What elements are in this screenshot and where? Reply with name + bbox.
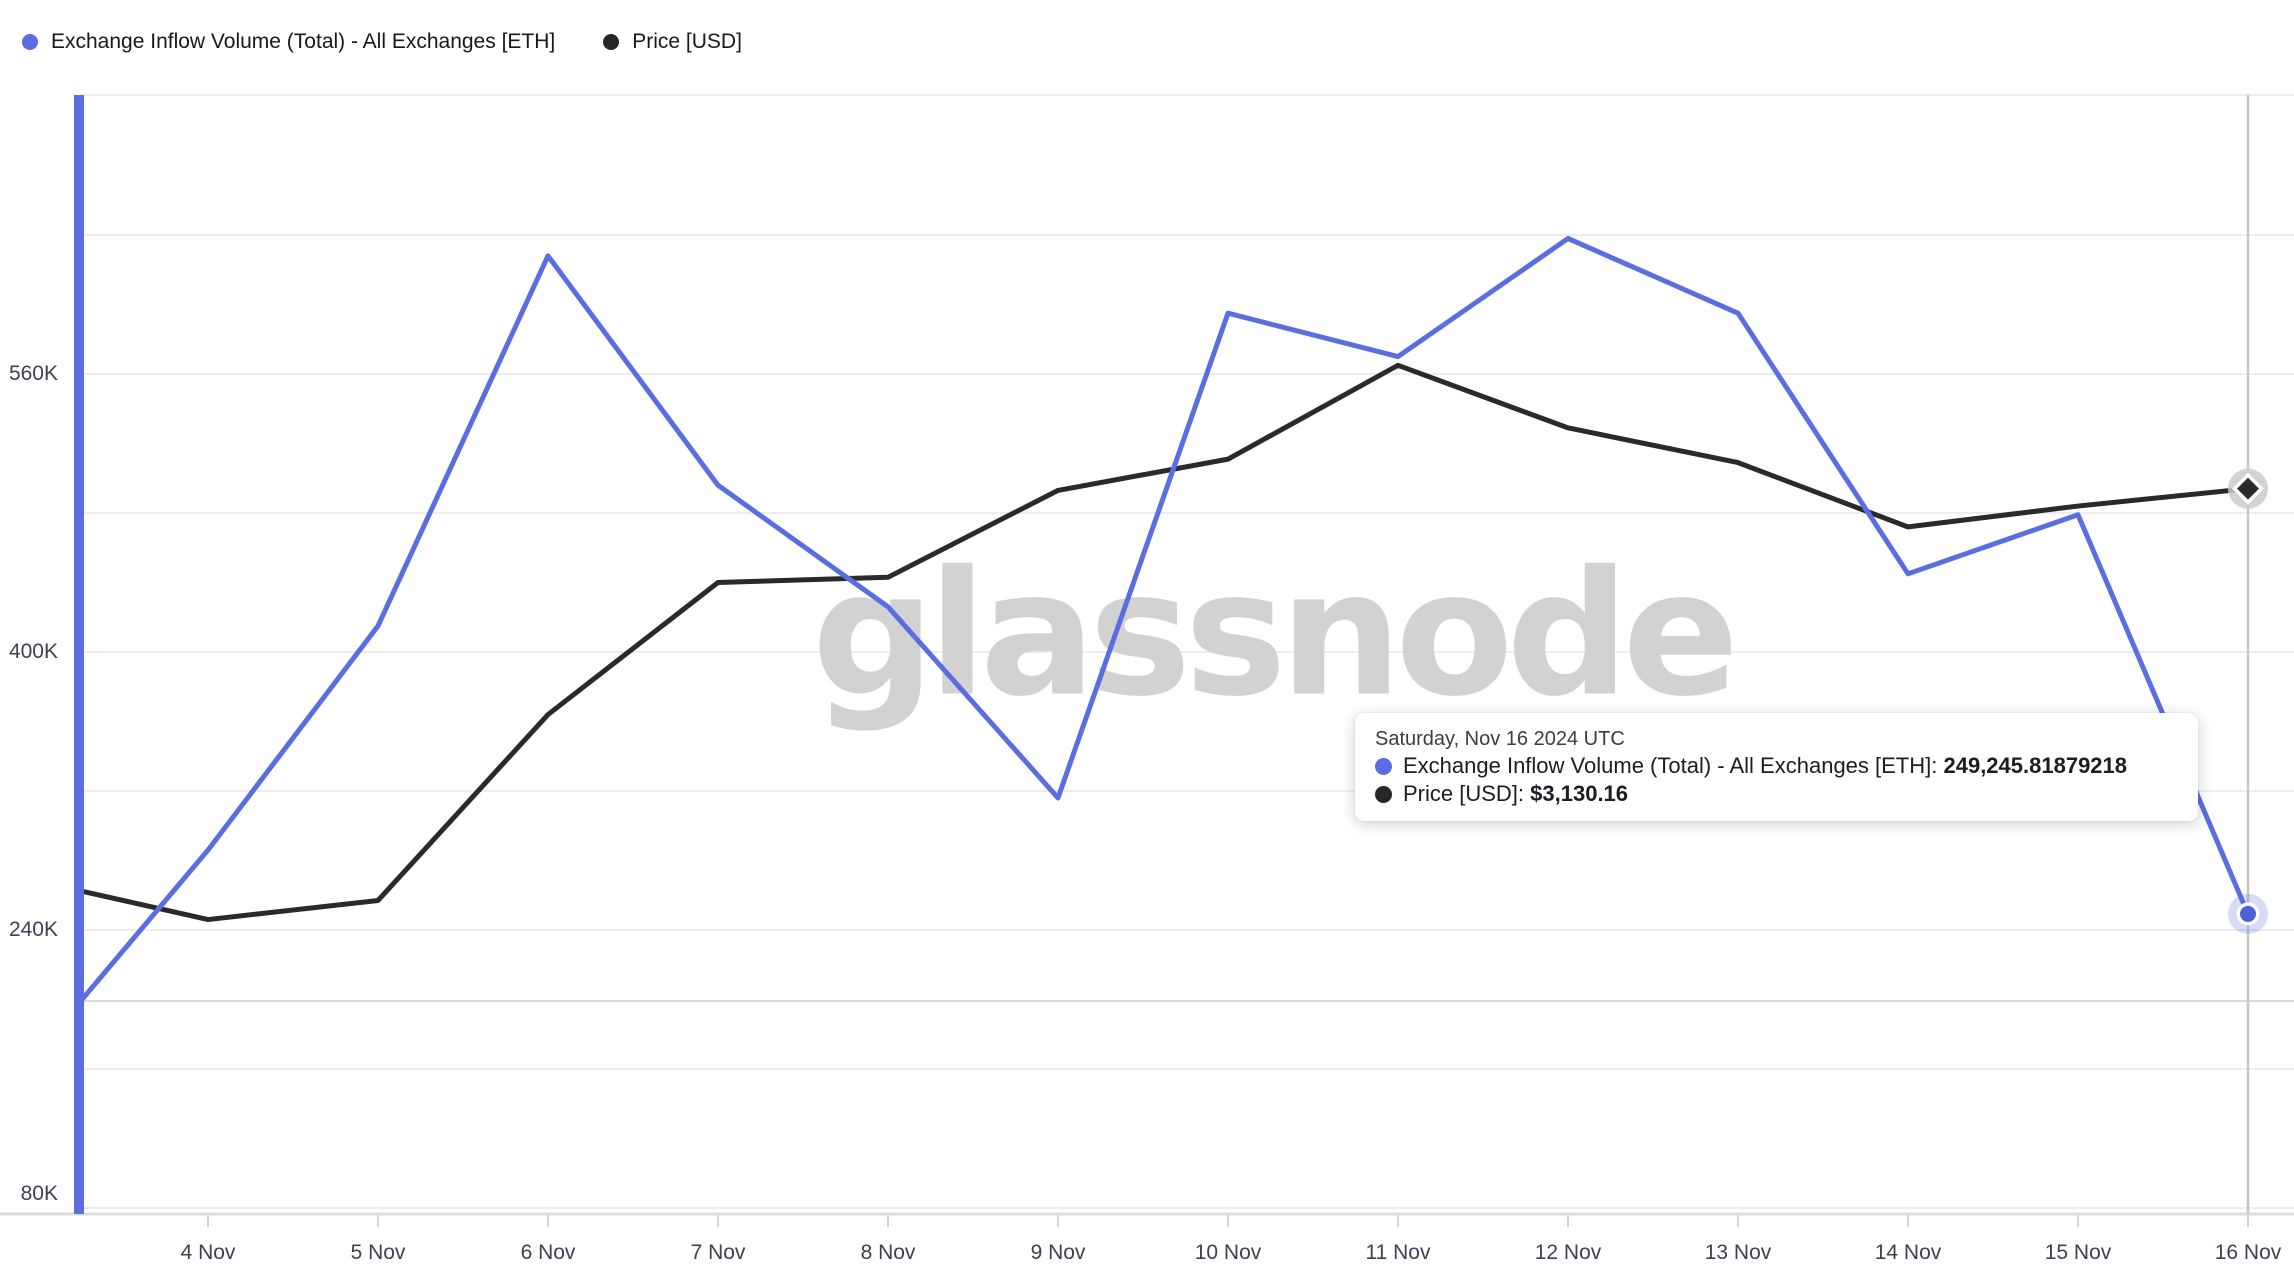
x-axis-label: 8 Nov (860, 1241, 916, 1264)
x-axis-label: 10 Nov (1194, 1241, 1262, 1264)
x-axis-label: 7 Nov (690, 1241, 746, 1264)
x-axis-label: 15 Nov (2044, 1241, 2112, 1264)
x-axis-label: 4 Nov (180, 1241, 236, 1264)
x-axis-label: 6 Nov (520, 1241, 576, 1264)
inflow-line (84, 235, 2251, 1001)
glassnode-watermark: glassnode (811, 533, 1739, 735)
x-axis-label: 14 Nov (1874, 1241, 1942, 1264)
tooltip-row-price: Price [USD]: $3,130.16 (1375, 780, 2178, 808)
inflow-series-dot-icon (1375, 757, 1392, 775)
hover-tooltip: Saturday, Nov 16 2024 UTC Exchange Inflo… (1355, 713, 2198, 821)
x-axis-label: 16 Nov (2214, 1241, 2282, 1264)
tooltip-inflow-label: Exchange Inflow Volume (Total) - All Exc… (1403, 753, 1932, 778)
left-axis-bar (74, 95, 84, 1214)
legend-item-label: Price [USD] (632, 30, 742, 53)
x-axis-label: 9 Nov (1030, 1241, 1086, 1264)
y-axis-label: 400K (8, 640, 58, 663)
y-axis-label: 240K (8, 918, 58, 941)
tooltip-date: Saturday, Nov 16 2024 UTC (1375, 728, 1625, 750)
tooltip-price-label: Price [USD] (1403, 781, 1518, 806)
legend-item-label: Exchange Inflow Volume (Total) - All Exc… (51, 30, 556, 53)
y-axis-label: 80K (20, 1182, 58, 1205)
x-axis-label: 5 Nov (350, 1241, 406, 1264)
price-series-dot-icon (1375, 785, 1392, 803)
tooltip-inflow-value: 249,245.81879218 (1943, 753, 2128, 778)
inflow-marker-dot-icon (2240, 905, 2256, 922)
x-axis-label: 12 Nov (1534, 1241, 1602, 1264)
tooltip-price-value: $3,130.16 (1530, 781, 1629, 806)
inflow-series-dot-icon (22, 34, 38, 50)
legend-item-inflow[interactable]: Exchange Inflow Volume (Total) - All Exc… (22, 30, 555, 54)
x-axis-label: 13 Nov (1704, 1241, 1772, 1264)
price-line (84, 362, 2251, 923)
price-series-dot-icon (603, 34, 620, 50)
chart-legend: Exchange Inflow Volume (Total) - All Exc… (22, 30, 742, 54)
legend-item-price[interactable]: Price [USD] (603, 30, 742, 54)
tooltip-row-inflow: Exchange Inflow Volume (Total) - All Exc… (1375, 752, 2178, 780)
price-marker-diamond-icon (2232, 472, 2264, 505)
y-axis-label: 560K (8, 362, 58, 385)
x-axis-label: 11 Nov (1365, 1241, 1431, 1264)
